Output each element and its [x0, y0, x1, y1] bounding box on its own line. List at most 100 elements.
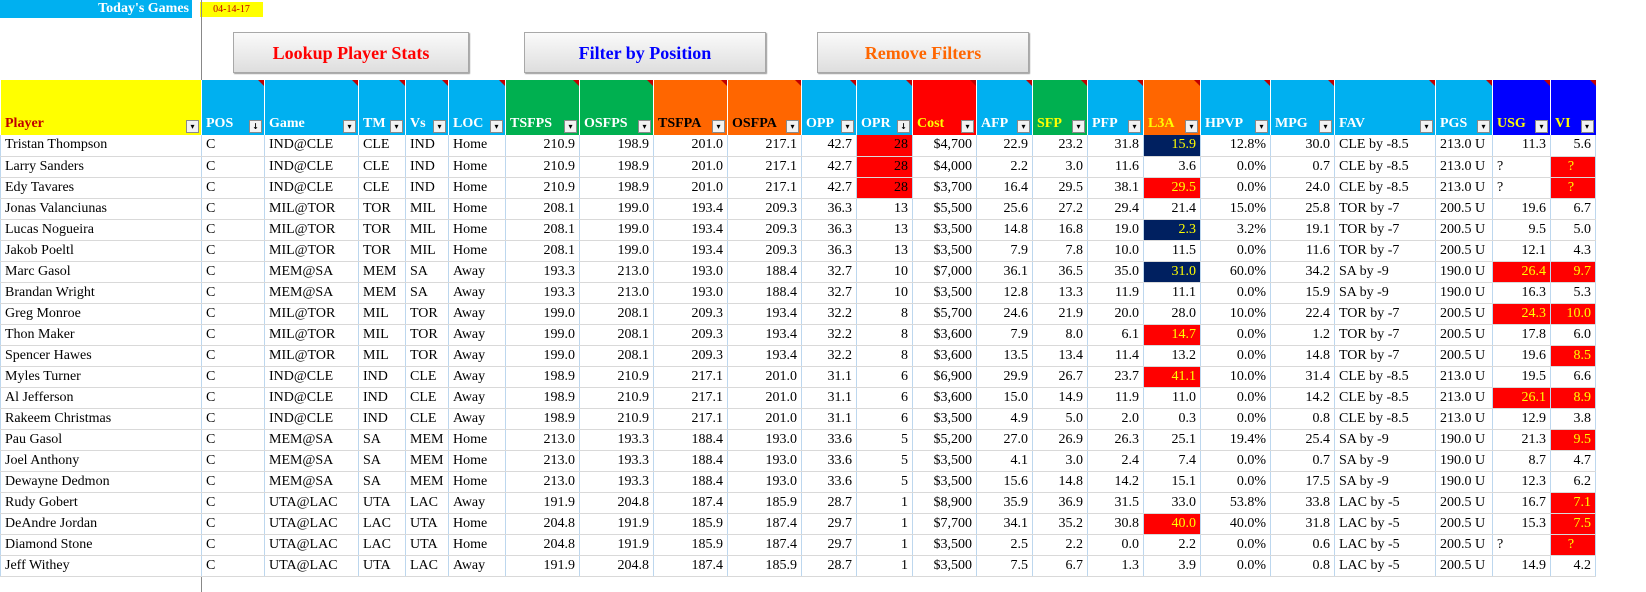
cell-mpg[interactable]: 0.6 [1270, 534, 1335, 556]
cell-opp[interactable]: 33.6 [801, 429, 857, 451]
cell-osfpa[interactable]: 217.1 [727, 177, 802, 199]
cell-l3a[interactable]: 21.4 [1143, 198, 1201, 220]
games-date[interactable]: 04-14-17 [200, 2, 263, 17]
cell-player[interactable]: Edy Tavares [0, 177, 202, 199]
cell-tsfpa[interactable]: 201.0 [653, 135, 728, 157]
cell-pfp[interactable]: 11.4 [1087, 345, 1144, 367]
cell-sfp[interactable]: 3.0 [1032, 156, 1088, 178]
cell-sfp[interactable]: 26.9 [1032, 429, 1088, 451]
cell-player[interactable]: Joel Anthony [0, 450, 202, 472]
cell-vs[interactable]: MIL [405, 240, 449, 262]
cell-vi[interactable]: 5.0 [1550, 219, 1596, 241]
cell-afp[interactable]: 2.5 [976, 534, 1033, 556]
cell-pfp[interactable]: 0.0 [1087, 534, 1144, 556]
cell-afp[interactable]: 14.8 [976, 219, 1033, 241]
cell-sfp[interactable]: 35.2 [1032, 513, 1088, 535]
cell-opr[interactable]: 8 [856, 345, 913, 367]
filter-dropdown-icon[interactable]: ▾ [186, 120, 199, 133]
cell-hpvp[interactable]: 0.0% [1200, 408, 1271, 430]
cell-game[interactable]: MEM@SA [264, 450, 359, 472]
cell-opp[interactable]: 28.7 [801, 555, 857, 577]
cell-vi[interactable]: 6.7 [1550, 198, 1596, 220]
cell-opp[interactable]: 32.2 [801, 303, 857, 325]
cell-hpvp[interactable]: 0.0% [1200, 534, 1271, 556]
cell-opr[interactable]: 13 [856, 240, 913, 262]
cell-afp[interactable]: 7.5 [976, 555, 1033, 577]
table-row[interactable]: Edy Tavares C IND@CLE CLE IND Home 210.9 198.9 2… [0, 177, 1596, 199]
table-row[interactable]: Jakob Poeltl C MIL@TOR TOR MIL Home 208.1 199.0… [0, 240, 1596, 262]
cell-player[interactable]: DeAndre Jordan [0, 513, 202, 535]
cell-mpg[interactable]: 0.7 [1270, 156, 1335, 178]
cell-player[interactable]: Al Jefferson [0, 387, 202, 409]
cell-pfp[interactable]: 11.6 [1087, 156, 1144, 178]
cell-mpg[interactable]: 0.8 [1270, 408, 1335, 430]
cell-loc[interactable]: Home [448, 513, 506, 535]
cell-sfp[interactable]: 3.0 [1032, 450, 1088, 472]
cell-osfps[interactable]: 208.1 [579, 345, 654, 367]
cell-vs[interactable]: UTA [405, 534, 449, 556]
cell-hpvp[interactable]: 10.0% [1200, 366, 1271, 388]
table-row[interactable]: Joel Anthony C MEM@SA SA MEM Home 213.0 193.3 18… [0, 450, 1596, 472]
cell-usg[interactable]: 12.1 [1492, 240, 1551, 262]
filter-dropdown-icon[interactable]: ▾ [712, 120, 725, 133]
table-row[interactable]: Rudy Gobert C UTA@LAC UTA LAC Away 191.9 204.8 1… [0, 492, 1596, 514]
cell-l3a[interactable]: 3.9 [1143, 555, 1201, 577]
cell-opr[interactable]: 28 [856, 135, 913, 157]
cell-tsfpa[interactable]: 188.4 [653, 471, 728, 493]
cell-osfpa[interactable]: 209.3 [727, 219, 802, 241]
cell-fav[interactable]: TOR by -7 [1334, 303, 1436, 325]
cell-osfps[interactable]: 193.3 [579, 450, 654, 472]
cell-mpg[interactable]: 0.8 [1270, 555, 1335, 577]
cell-tm[interactable]: TOR [358, 219, 406, 241]
cell-player[interactable]: Diamond Stone [0, 534, 202, 556]
cell-vs[interactable]: MEM [405, 450, 449, 472]
cell-osfpa[interactable]: 193.0 [727, 471, 802, 493]
cell-tm[interactable]: CLE [358, 177, 406, 199]
cell-vi[interactable]: 5.3 [1550, 282, 1596, 304]
cell-vs[interactable]: MIL [405, 219, 449, 241]
remove-filters-button[interactable]: Remove Filters [817, 32, 1029, 73]
cell-cost[interactable]: $3,600 [912, 324, 977, 346]
cell-tsfps[interactable]: 210.9 [505, 135, 580, 157]
cell-tsfpa[interactable]: 209.3 [653, 345, 728, 367]
cell-osfpa[interactable]: 193.0 [727, 429, 802, 451]
cell-opp[interactable]: 29.7 [801, 513, 857, 535]
cell-l3a[interactable]: 7.4 [1143, 450, 1201, 472]
cell-sfp[interactable]: 16.8 [1032, 219, 1088, 241]
cell-player[interactable]: Rudy Gobert [0, 492, 202, 514]
cell-pgs[interactable]: 190.0 U [1435, 261, 1493, 283]
filter-dropdown-icon[interactable]: ▾ [490, 120, 503, 133]
cell-l3a[interactable]: 11.1 [1143, 282, 1201, 304]
cell-loc[interactable]: Home [448, 450, 506, 472]
filter-dropdown-icon[interactable]: ▾ [390, 120, 403, 133]
cell-sfp[interactable]: 7.8 [1032, 240, 1088, 262]
cell-player[interactable]: Jeff Withey [0, 555, 202, 577]
cell-afp[interactable]: 12.8 [976, 282, 1033, 304]
cell-mpg[interactable]: 11.6 [1270, 240, 1335, 262]
cell-pfp[interactable]: 35.0 [1087, 261, 1144, 283]
cell-pgs[interactable]: 190.0 U [1435, 282, 1493, 304]
cell-pos[interactable]: C [201, 450, 265, 472]
cell-vi[interactable]: 9.7 [1550, 261, 1596, 283]
filter-dropdown-icon[interactable]: ▾ [1017, 120, 1030, 133]
cell-player[interactable]: Jonas Valanciunas [0, 198, 202, 220]
cell-opr[interactable]: 1 [856, 492, 913, 514]
cell-osfps[interactable]: 193.3 [579, 429, 654, 451]
cell-loc[interactable]: Home [448, 429, 506, 451]
cell-afp[interactable]: 22.9 [976, 135, 1033, 157]
cell-game[interactable]: IND@CLE [264, 156, 359, 178]
cell-fav[interactable]: SA by -9 [1334, 261, 1436, 283]
table-row[interactable]: Rakeem Christmas C IND@CLE IND CLE Away 198.9 2… [0, 408, 1596, 430]
cell-tsfpa[interactable]: 201.0 [653, 156, 728, 178]
cell-mpg[interactable]: 19.1 [1270, 219, 1335, 241]
cell-mpg[interactable]: 15.9 [1270, 282, 1335, 304]
cell-osfpa[interactable]: 193.4 [727, 303, 802, 325]
cell-cost[interactable]: $3,500 [912, 282, 977, 304]
cell-usg[interactable]: 16.7 [1492, 492, 1551, 514]
cell-vi[interactable]: ? [1550, 177, 1596, 199]
cell-fav[interactable]: TOR by -7 [1334, 240, 1436, 262]
cell-pgs[interactable]: 200.5 U [1435, 492, 1493, 514]
cell-game[interactable]: IND@CLE [264, 387, 359, 409]
cell-pos[interactable]: C [201, 135, 265, 157]
cell-l3a[interactable]: 2.2 [1143, 534, 1201, 556]
